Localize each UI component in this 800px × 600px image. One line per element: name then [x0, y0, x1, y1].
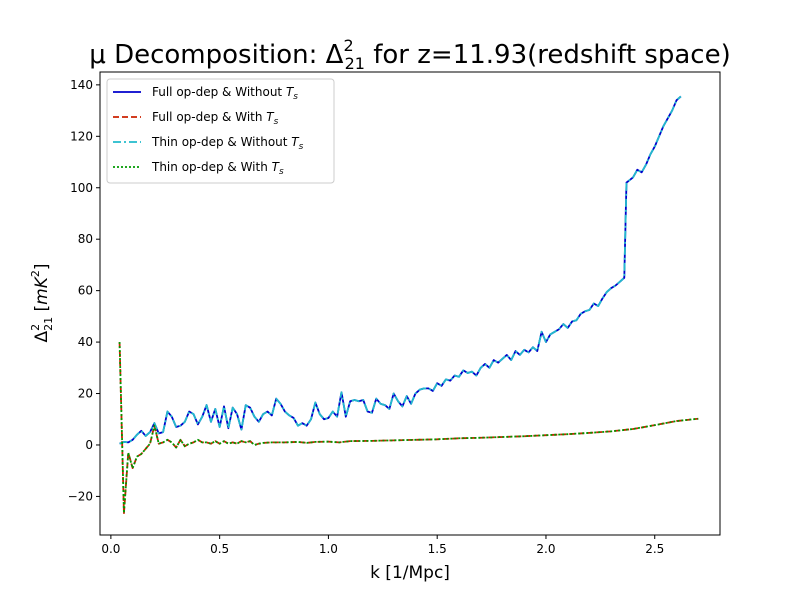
y-axis-title: Δ221 [mK2]: [29, 263, 55, 342]
y-tick-label: 80: [78, 232, 93, 246]
chart-title-prefix: μ Decomposition: Δ: [89, 40, 343, 70]
x-tick-label: 0.0: [101, 542, 120, 556]
x-axis: 0.0 0.5 1.0 1.5 2.0 2.5: [101, 535, 664, 556]
x-tick-label: 2.0: [536, 542, 555, 556]
y-axis-title-unit-sup: 2: [29, 270, 42, 277]
x-tick-label: 2.5: [645, 542, 664, 556]
legend: Full op-dep & Without Ts Full op-dep & W…: [106, 78, 335, 184]
x-tick-label: 1.0: [319, 542, 338, 556]
series-layer: [118, 95, 699, 515]
chart-title-sub: 21: [345, 54, 365, 73]
chart-title-sup: 2: [343, 36, 353, 55]
y-tick-label: 140: [70, 78, 93, 92]
legend-entry-full-with-ts: Full op-dep & With Ts: [113, 110, 279, 127]
y-axis-title-base: Δ: [32, 331, 52, 343]
series-thin-without-ts: [119, 95, 682, 445]
y-tick-label: 20: [78, 387, 93, 401]
legend-label-full-with-ts: Full op-dep & With Ts: [152, 110, 279, 127]
legend-entry-full-without-ts: Full op-dep & Without Ts: [113, 85, 298, 102]
legend-label-thin-without-ts: Thin op-dep & Without Ts: [151, 135, 304, 152]
series-thin-with-ts: [118, 342, 699, 515]
legend-entry-thin-with-ts: Thin op-dep & With Ts: [113, 160, 284, 177]
y-axis-title-close: ]: [32, 263, 52, 270]
y-tick-label: 120: [70, 129, 93, 143]
x-tick-label: 1.5: [428, 542, 447, 556]
plot-area: 0.0 0.5 1.0 1.5 2.0 2.5 −20 0 20 40 60 80 100 120 140: [68, 71, 721, 556]
y-axis-title-unit: mK: [32, 275, 52, 305]
y-axis-title-sup: 2: [29, 324, 42, 331]
y-tick-label: 60: [78, 284, 93, 298]
y-axis: −20 0 20 40 60 80 100 120 140: [68, 78, 100, 503]
legend-box: [106, 78, 335, 184]
chart-title-suffix: for z=11.93(redshift space): [365, 40, 731, 70]
y-tick-label: 40: [78, 335, 93, 349]
legend-label-thin-with-ts: Thin op-dep & With Ts: [151, 160, 284, 177]
y-tick-label: 100: [70, 181, 93, 195]
chart-title: μ Decomposition: Δ2 21 for z=11.93(redshi…: [89, 36, 730, 73]
plot-frame: [99, 71, 721, 536]
y-tick-label: 0: [85, 438, 93, 452]
x-tick-label: 0.5: [210, 542, 229, 556]
y-tick-label: −20: [68, 489, 93, 503]
legend-entry-thin-without-ts: Thin op-dep & Without Ts: [113, 135, 304, 152]
x-axis-title: k [1/Mpc]: [370, 563, 450, 583]
y-axis-title-open: [: [32, 305, 52, 317]
y-axis-title-sub: 21: [42, 317, 55, 331]
legend-label-full-without-ts: Full op-dep & Without Ts: [152, 85, 298, 102]
